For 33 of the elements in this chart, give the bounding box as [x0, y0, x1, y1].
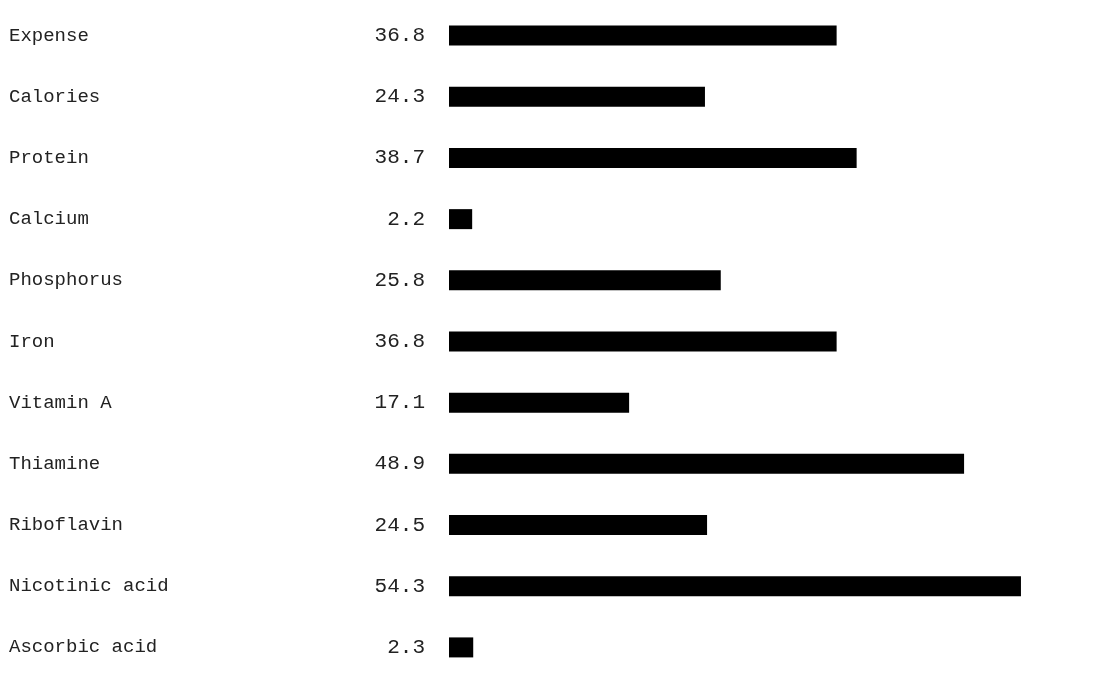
bar	[449, 515, 708, 536]
bar	[449, 270, 721, 291]
y-tick-label: Calories	[9, 85, 101, 108]
data-label: 36.8	[374, 330, 425, 353]
data-label: 24.5	[374, 513, 425, 537]
bar	[449, 147, 857, 168]
y-tick-label: Vitamin A	[9, 391, 113, 414]
bar	[449, 637, 474, 658]
y-tick-label: Phosphorus	[9, 269, 124, 292]
data-label: 36.8	[374, 24, 425, 48]
y-tick-label: Nicotinic acid	[9, 575, 169, 598]
bar	[449, 86, 705, 107]
bar	[449, 209, 473, 230]
data-label: 17.1	[374, 391, 425, 415]
data-label: 25.8	[374, 268, 425, 292]
bar	[449, 331, 837, 352]
data-label: 2.2	[387, 207, 425, 231]
y-tick-label: Ascorbic acid	[9, 636, 158, 659]
bar	[449, 392, 630, 413]
data-label: 38.7	[374, 146, 425, 170]
data-label: 54.3	[374, 574, 425, 598]
data-label: 48.9	[374, 452, 425, 476]
y-tick-label: Riboflavin	[9, 514, 124, 537]
bar	[449, 576, 1021, 597]
y-tick-label: Iron	[9, 330, 55, 353]
bar	[449, 453, 965, 474]
y-tick-label: Calcium	[9, 208, 89, 231]
bar	[449, 25, 837, 46]
y-tick-label: Expense	[9, 24, 89, 47]
y-tick-label: Protein	[9, 146, 89, 169]
data-label: 24.3	[374, 85, 425, 109]
data-label: 2.3	[387, 635, 425, 659]
y-tick-label: Thiamine	[9, 452, 101, 475]
